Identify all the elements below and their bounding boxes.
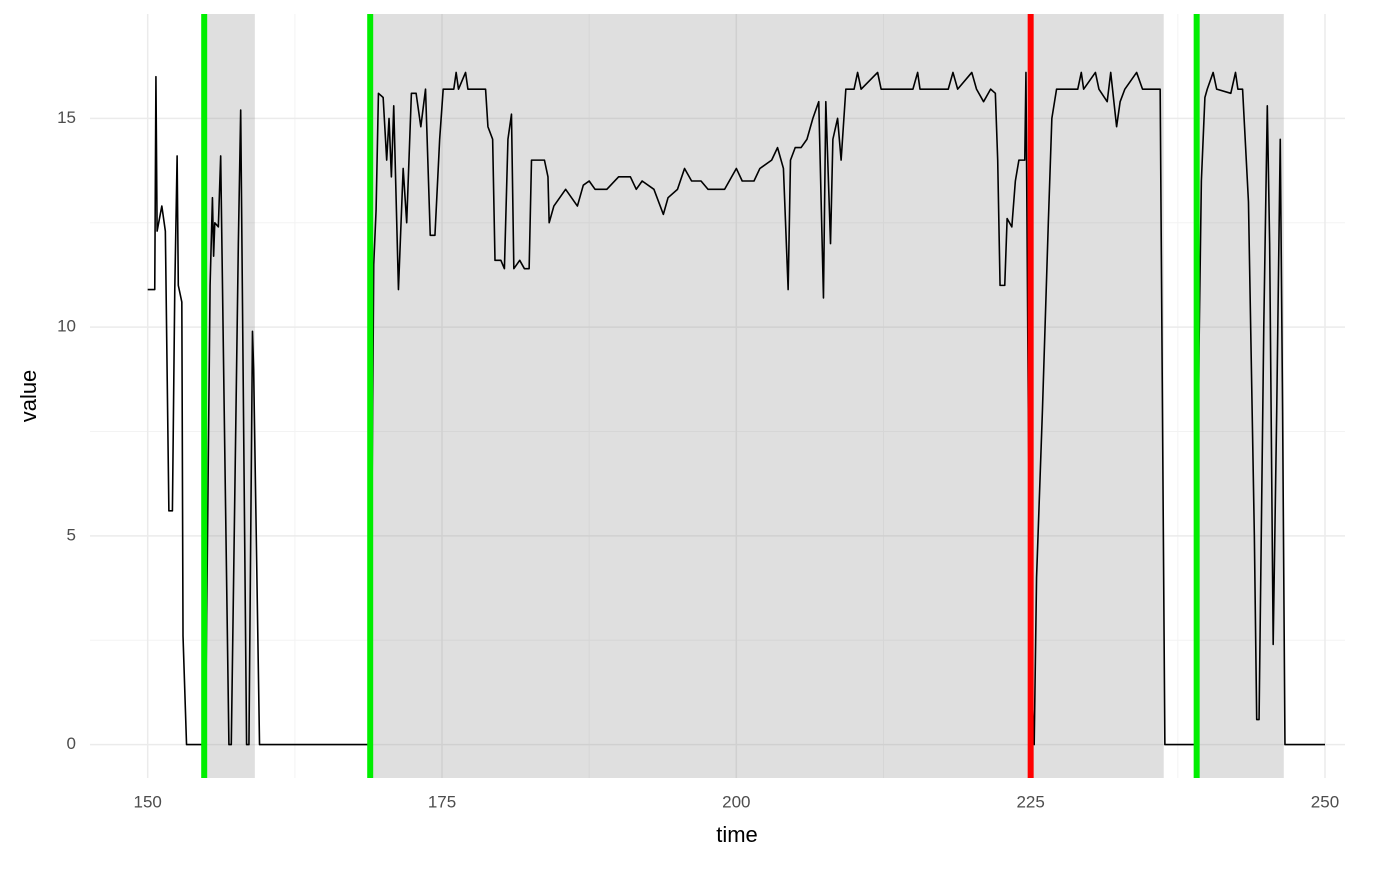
x-axis-title: time [716,822,758,847]
y-tick-label: 0 [67,734,76,753]
y-tick-label: 15 [57,108,76,127]
x-tick-label: 175 [428,792,456,811]
x-tick-label: 250 [1311,792,1339,811]
y-tick-label: 5 [67,525,76,544]
shaded-region [203,14,255,778]
data-line [147,71,1325,746]
x-tick-label: 200 [722,792,750,811]
x-tick-label: 225 [1016,792,1044,811]
shaded-region [1195,14,1284,778]
y-axis-title: value [16,370,41,423]
y-tick-label: 10 [57,317,76,336]
x-tick-label: 150 [134,792,162,811]
